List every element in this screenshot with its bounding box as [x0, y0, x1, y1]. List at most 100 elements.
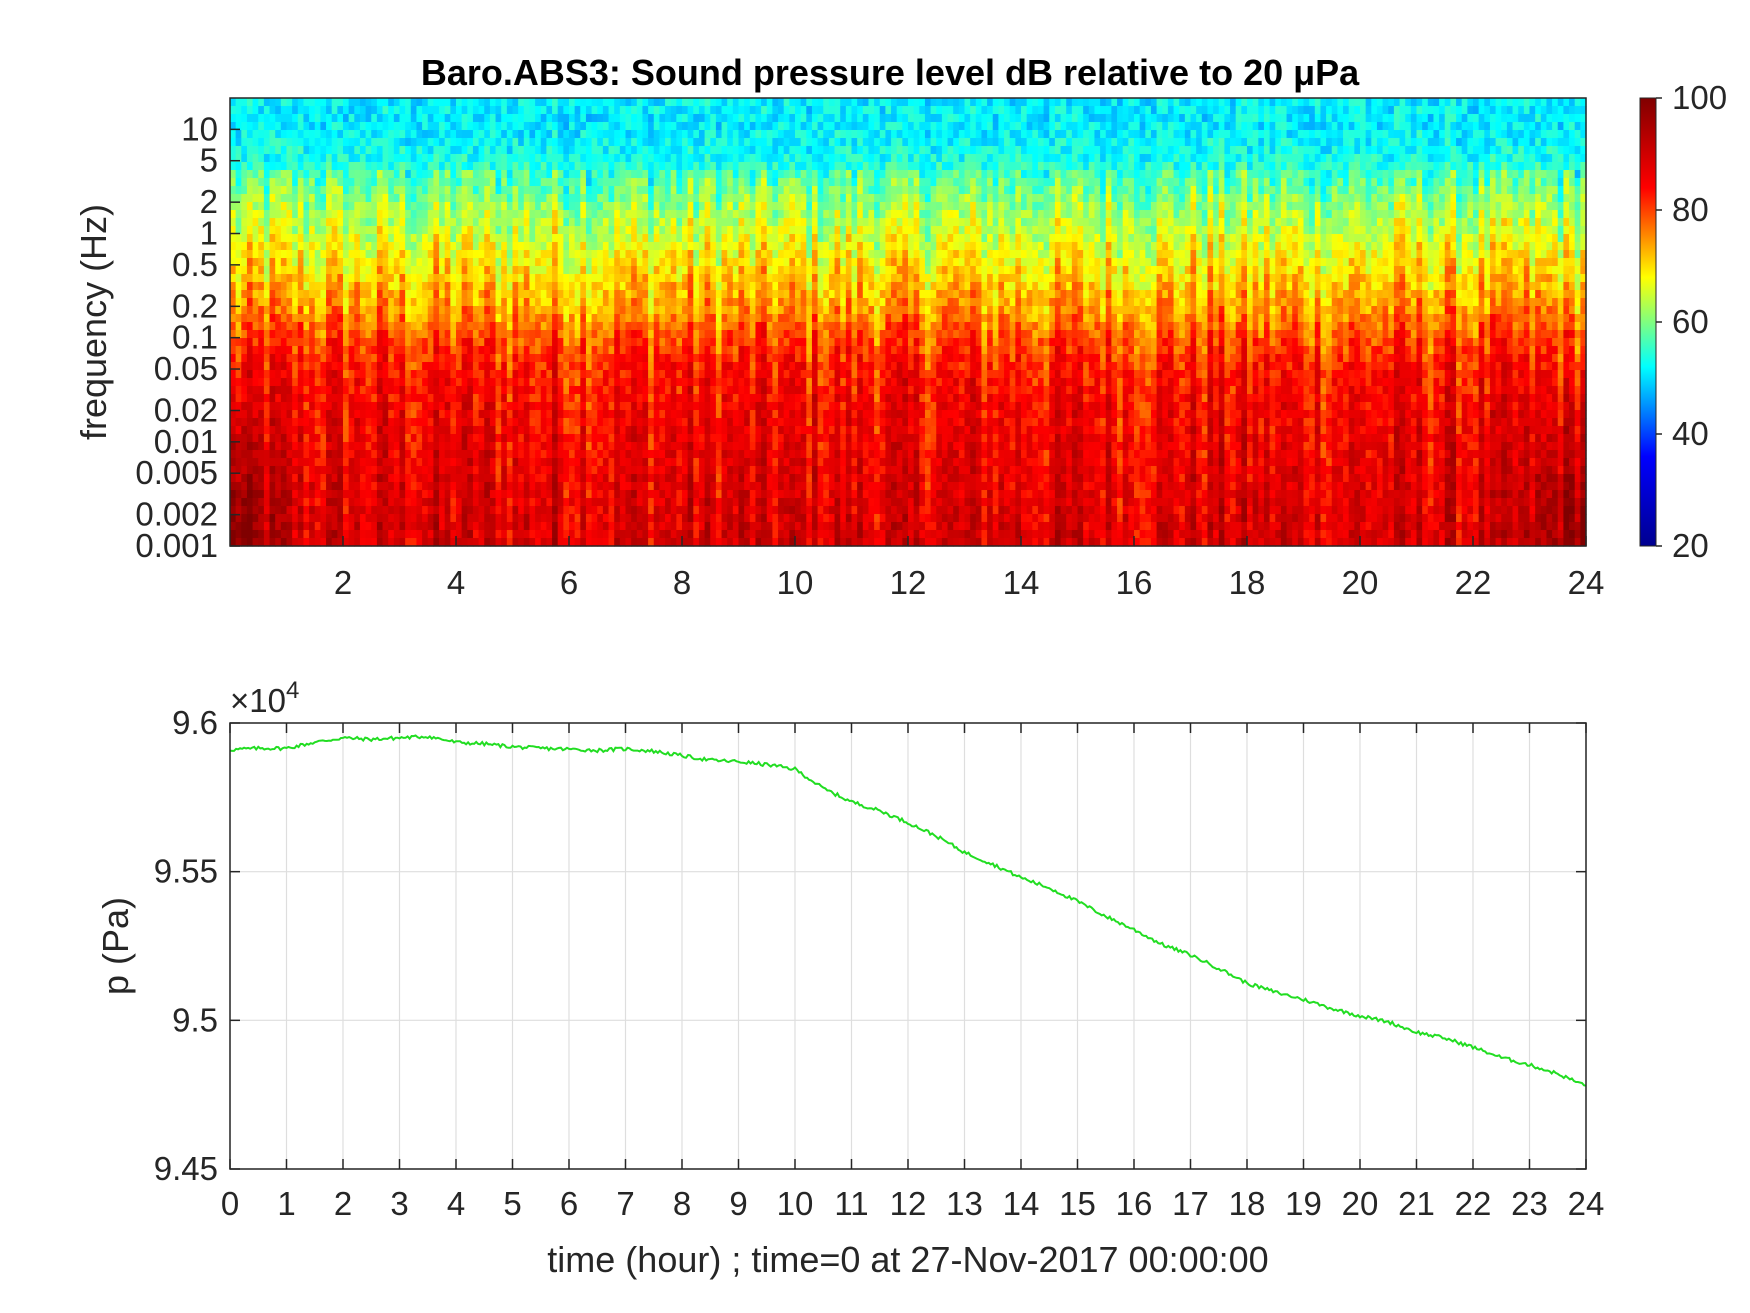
- spectrogram-cell: [1399, 202, 1406, 211]
- spectrogram-cell: [563, 178, 570, 187]
- spectrogram-cell: [631, 234, 638, 243]
- spectrogram-cell: [235, 234, 242, 243]
- spectrogram-cell: [376, 226, 384, 235]
- spectrogram-cell: [970, 242, 977, 251]
- spectrogram-cell: [1021, 202, 1028, 211]
- spectrogram-cell: [1173, 210, 1180, 219]
- spectrogram-cell: [1444, 98, 1451, 107]
- spectrogram-cell: [817, 234, 824, 243]
- spectrogram-cell: [913, 138, 920, 147]
- spectrogram-cell: [1128, 154, 1135, 163]
- spectrogram-cell: [930, 130, 937, 139]
- spectrogram-cell: [1557, 178, 1564, 187]
- spectrogram-cell: [1523, 130, 1531, 139]
- spectrogram-cell: [1201, 202, 1209, 211]
- spectrogram-cell: [1365, 218, 1372, 227]
- spectrogram-cell: [744, 130, 751, 139]
- spectrogram-cell: [913, 218, 920, 227]
- spectrogram-cell: [614, 106, 621, 115]
- spectrogram-cell: [1489, 162, 1497, 171]
- spectrogram-cell: [1190, 226, 1197, 235]
- spectrogram-cell: [704, 106, 711, 115]
- spectrogram-cell: [1348, 226, 1355, 235]
- spectrogram-cell: [280, 250, 288, 259]
- spectrogram-cell: [416, 106, 423, 115]
- spectrogram-cell: [348, 106, 355, 115]
- spectrogram-cell: [806, 146, 813, 155]
- spectrogram-cell: [1150, 122, 1158, 131]
- spectrogram-cell: [885, 226, 892, 235]
- spectrogram-cell: [710, 226, 717, 235]
- spectrogram-cell: [1580, 114, 1587, 123]
- spectrogram-cell: [1365, 186, 1372, 195]
- spectrogram-cell: [569, 138, 576, 147]
- spectrogram-cell: [1128, 258, 1135, 267]
- spectrogram-cell: [535, 250, 542, 259]
- spectrogram-cell: [376, 242, 384, 251]
- spectrogram-cell: [1100, 146, 1107, 155]
- spectrogram-cell: [1122, 130, 1129, 139]
- spectrogram-cell: [715, 106, 723, 115]
- spectrogram-cell: [1529, 98, 1536, 107]
- spectrogram-cell: [286, 138, 293, 147]
- spectrogram-cell: [1360, 114, 1367, 123]
- spectrogram-cell: [1077, 186, 1084, 195]
- spectrogram-cell: [1405, 170, 1412, 179]
- spectrogram-cell: [354, 170, 361, 179]
- spectrogram-cell: [1230, 138, 1237, 147]
- spectrogram-cell: [1054, 114, 1062, 123]
- spectrogram-cell: [478, 146, 485, 155]
- spectrogram-cell: [1393, 178, 1401, 187]
- spectrogram-cell: [552, 154, 559, 163]
- spectrogram-cell: [868, 106, 875, 115]
- spectrogram-cell: [1173, 178, 1180, 187]
- spectrogram-cell: [1393, 242, 1401, 251]
- spectrogram-cell: [1156, 250, 1163, 259]
- spectrogram-cell: [359, 154, 367, 163]
- spectrogram-cell: [1456, 114, 1463, 123]
- spectrogram-cell: [1134, 98, 1141, 107]
- spectrogram-cell: [478, 130, 485, 139]
- spectrogram-cell: [1297, 98, 1305, 107]
- spectrogram-cell: [1184, 234, 1192, 243]
- spectrogram-cell: [512, 202, 519, 211]
- spectrogram-cell: [992, 186, 999, 195]
- spectrogram-cell: [331, 98, 338, 107]
- spectrogram-cell: [1009, 250, 1016, 259]
- spectrogram-cell: [1495, 194, 1502, 203]
- spectrogram-cell: [1230, 122, 1237, 131]
- spectrogram-cell: [659, 162, 666, 171]
- spectrogram-cell: [456, 170, 463, 179]
- spectrogram-cell: [992, 202, 999, 211]
- spectrogram-cell: [489, 162, 497, 171]
- spectrogram-cell: [795, 218, 802, 227]
- spectrogram-cell: [1512, 138, 1519, 147]
- spectrogram-cell: [1224, 202, 1231, 211]
- spectrogram-cell: [602, 154, 610, 163]
- spectrogram-cell: [783, 98, 790, 107]
- spectrogram-cell: [710, 130, 717, 139]
- spectrogram-cell: [563, 258, 570, 267]
- spectrogram-cell: [1179, 242, 1186, 251]
- spectrogram-cell: [1286, 234, 1293, 243]
- spectrogram-cell: [1422, 210, 1429, 219]
- spectrogram-cell: [456, 122, 463, 131]
- spectrogram-cell: [676, 210, 683, 219]
- spectrogram-cell: [523, 210, 531, 219]
- spectrogram-cell: [359, 202, 367, 211]
- spectrogram-cell: [1015, 138, 1022, 147]
- spectrogram-cell: [783, 170, 790, 179]
- spectrogram-cell: [1173, 202, 1180, 211]
- spectrogram-cell: [1399, 170, 1406, 179]
- spectrogram-cell: [936, 210, 943, 219]
- spectrogram-cell: [1427, 154, 1435, 163]
- spectrogram-cell: [1235, 122, 1242, 131]
- spectrogram-cell: [930, 194, 937, 203]
- spectrogram-cell: [1512, 106, 1519, 115]
- spectrogram-cell: [235, 98, 242, 107]
- spectrogram-cell: [648, 138, 655, 147]
- spectrogram-cell: [1235, 250, 1242, 259]
- spectrogram-cell: [1241, 146, 1248, 155]
- spectrogram-cell: [653, 170, 660, 179]
- spectrogram-cell: [1444, 146, 1451, 155]
